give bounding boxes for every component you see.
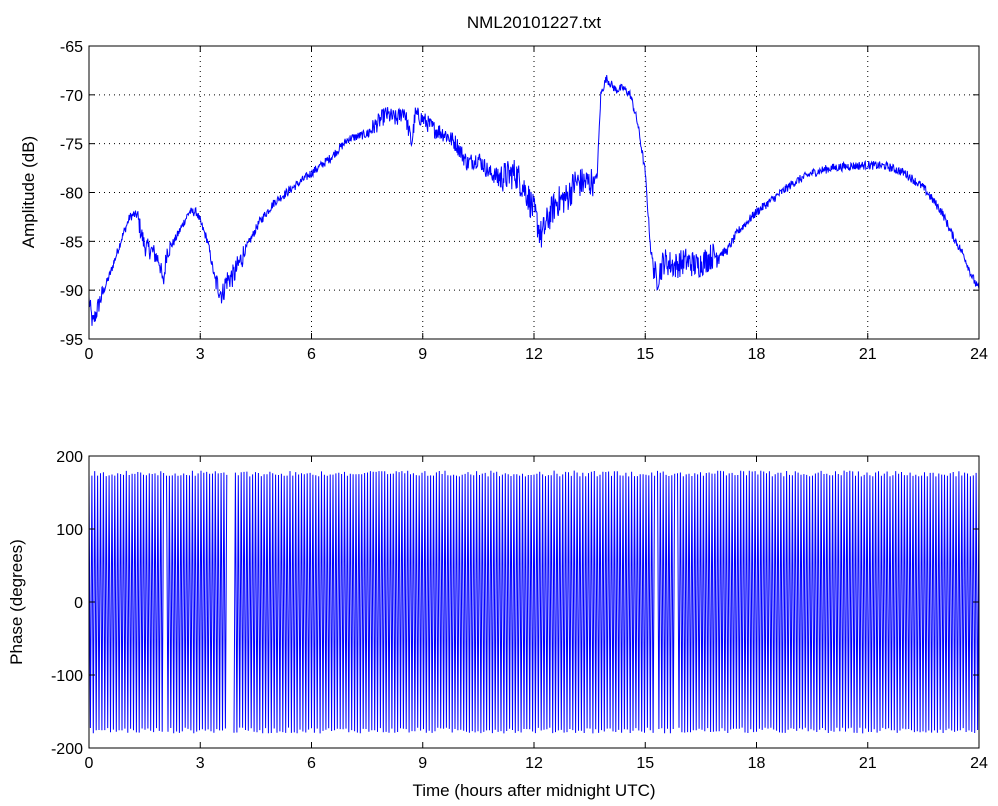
amplitude-x-tick-label: 0: [85, 346, 94, 363]
phase-y-tick-label: 100: [56, 522, 83, 539]
phase-x-tick-label: 15: [636, 755, 654, 772]
amplitude-x-tick-label: 18: [748, 346, 766, 363]
phase-x-tick-label: 9: [418, 755, 427, 772]
amplitude-x-tick-label: 6: [307, 346, 316, 363]
amplitude-line: [88, 74, 980, 326]
amplitude-y-axis-label: Amplitude (dB): [19, 136, 38, 248]
amplitude-y-tick-label: -70: [60, 88, 83, 105]
phase-x-tick-label: 6: [307, 755, 316, 772]
amplitude-x-tick-label: 12: [525, 346, 543, 363]
amplitude-x-tick-label: 3: [196, 346, 205, 363]
amplitude-x-tick-label: 21: [859, 346, 877, 363]
amplitude-y-ticks: -95 -90 -85 -80 -75 -70 -65: [60, 39, 979, 349]
phase-line: [88, 470, 980, 734]
phase-y-ticks: -200 -100 0 100 200: [51, 449, 979, 758]
phase-series: [88, 470, 980, 734]
amplitude-y-tick-label: -95: [60, 332, 83, 349]
amplitude-y-tick-label: -65: [60, 39, 83, 56]
amplitude-x-tick-label: 24: [970, 346, 988, 363]
phase-x-tick-label: 12: [525, 755, 543, 772]
amplitude-y-tick-label: -75: [60, 137, 83, 154]
amplitude-series: [88, 74, 980, 326]
x-axis-label: Time (hours after midnight UTC): [412, 781, 655, 800]
phase-x-tick-label: 3: [196, 755, 205, 772]
amplitude-y-tick-label: -80: [60, 186, 83, 203]
chart-title: NML20101227.txt: [467, 13, 601, 32]
phase-plot: 0 3 6 9 12 15 18 21 24 -200 -100 0 100 200 Phase (de…: [7, 449, 988, 800]
amplitude-gridlines: [89, 46, 979, 339]
phase-x-ticks: 0 3 6 9 12 15 18 21 24: [85, 456, 988, 772]
phase-y-tick-label: 200: [56, 449, 83, 466]
phase-y-tick-label: -200: [51, 741, 83, 758]
amplitude-y-tick-label: -90: [60, 283, 83, 300]
amplitude-plot: NML20101227.txt 0 3 6 9 12 15 18 21 24 -95 -90 -85…: [19, 13, 988, 363]
amplitude-x-ticks: 0 3 6 9 12 15 18 21 24: [85, 46, 988, 363]
phase-y-axis-label: Phase (degrees): [7, 539, 26, 665]
phase-x-tick-label: 24: [970, 755, 988, 772]
amplitude-y-tick-label: -85: [60, 234, 83, 251]
amplitude-x-tick-label: 9: [418, 346, 427, 363]
phase-y-tick-label: 0: [74, 595, 83, 612]
amplitude-x-tick-label: 15: [636, 346, 654, 363]
phase-y-tick-label: -100: [51, 668, 83, 685]
phase-x-tick-label: 18: [748, 755, 766, 772]
phase-x-tick-label: 21: [859, 755, 877, 772]
phase-x-tick-label: 0: [85, 755, 94, 772]
